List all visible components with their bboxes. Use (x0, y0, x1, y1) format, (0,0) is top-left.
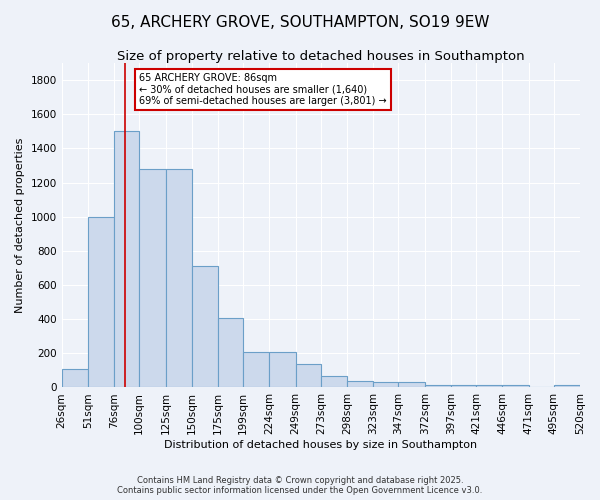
Bar (88, 216, 114, 388)
Bar (476, 385, 502, 388)
Bar (218, 318, 243, 388)
Bar (451, 385, 476, 388)
Bar (114, 132, 139, 388)
Bar (398, 382, 425, 388)
Text: 65, ARCHERY GROVE, SOUTHAMPTON, SO19 9EW: 65, ARCHERY GROVE, SOUTHAMPTON, SO19 9EW (111, 15, 489, 30)
Bar (296, 364, 321, 388)
Text: 65 ARCHERY GROVE: 86sqm
← 30% of detached houses are smaller (1,640)
69% of semi: 65 ARCHERY GROVE: 86sqm ← 30% of detache… (139, 73, 387, 106)
Bar (269, 352, 296, 388)
Bar (192, 266, 218, 388)
Title: Size of property relative to detached houses in Southampton: Size of property relative to detached ho… (117, 50, 524, 63)
Bar (139, 169, 166, 388)
Bar (321, 376, 347, 388)
Bar (502, 385, 529, 388)
Bar (243, 352, 269, 388)
X-axis label: Distribution of detached houses by size in Southampton: Distribution of detached houses by size … (164, 440, 478, 450)
Bar (373, 382, 398, 388)
Bar (62, 368, 88, 388)
Bar (166, 169, 192, 388)
Bar (425, 385, 451, 388)
Bar (347, 380, 373, 388)
Bar (554, 385, 580, 388)
Y-axis label: Number of detached properties: Number of detached properties (15, 138, 25, 313)
Text: Contains HM Land Registry data © Crown copyright and database right 2025.
Contai: Contains HM Land Registry data © Crown c… (118, 476, 482, 495)
